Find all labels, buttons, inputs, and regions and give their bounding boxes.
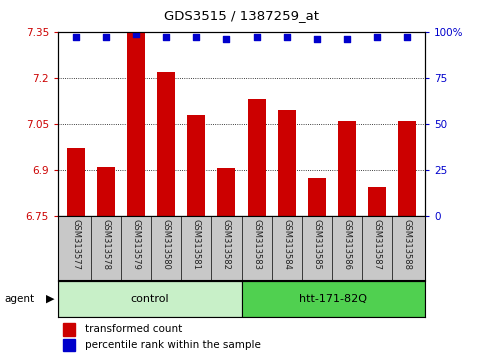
Bar (217, 169, 236, 216)
Text: control: control (130, 294, 169, 304)
Text: GSM313577: GSM313577 (71, 219, 81, 270)
Bar (338, 121, 356, 216)
Text: GDS3515 / 1387259_at: GDS3515 / 1387259_at (164, 9, 319, 22)
Text: GSM313585: GSM313585 (312, 219, 321, 270)
Bar (242, 281, 425, 317)
Bar (398, 121, 416, 216)
Bar (63, 339, 75, 351)
Point (132, 31, 140, 36)
Text: htt-171-82Q: htt-171-82Q (299, 294, 367, 304)
Text: GSM313582: GSM313582 (222, 219, 231, 270)
Text: GSM313588: GSM313588 (402, 219, 412, 270)
Text: GSM313583: GSM313583 (252, 219, 261, 270)
Point (343, 36, 351, 42)
Text: ▶: ▶ (46, 294, 55, 304)
Text: agent: agent (5, 294, 35, 304)
Point (102, 35, 110, 40)
Text: GSM313578: GSM313578 (101, 219, 111, 270)
Text: GSM313584: GSM313584 (282, 219, 291, 270)
Bar (187, 115, 205, 216)
Bar (368, 187, 386, 216)
Bar (58, 281, 242, 317)
Text: transformed count: transformed count (85, 324, 182, 334)
Bar (97, 167, 115, 216)
Bar (247, 99, 266, 216)
Text: GSM313586: GSM313586 (342, 219, 351, 270)
Point (283, 35, 290, 40)
Text: GSM313581: GSM313581 (192, 219, 201, 270)
Text: GSM313579: GSM313579 (132, 219, 141, 270)
Point (373, 35, 381, 40)
Bar (67, 148, 85, 216)
Bar (127, 32, 145, 216)
Text: GSM313580: GSM313580 (162, 219, 171, 270)
Bar (278, 110, 296, 216)
Point (162, 35, 170, 40)
Point (313, 36, 321, 42)
Text: GSM313587: GSM313587 (372, 219, 382, 270)
Bar (157, 72, 175, 216)
Point (403, 35, 411, 40)
Point (193, 35, 200, 40)
Text: percentile rank within the sample: percentile rank within the sample (85, 340, 260, 350)
Bar (308, 178, 326, 216)
Bar (63, 323, 75, 336)
Point (253, 35, 260, 40)
Point (72, 35, 80, 40)
Point (223, 36, 230, 42)
